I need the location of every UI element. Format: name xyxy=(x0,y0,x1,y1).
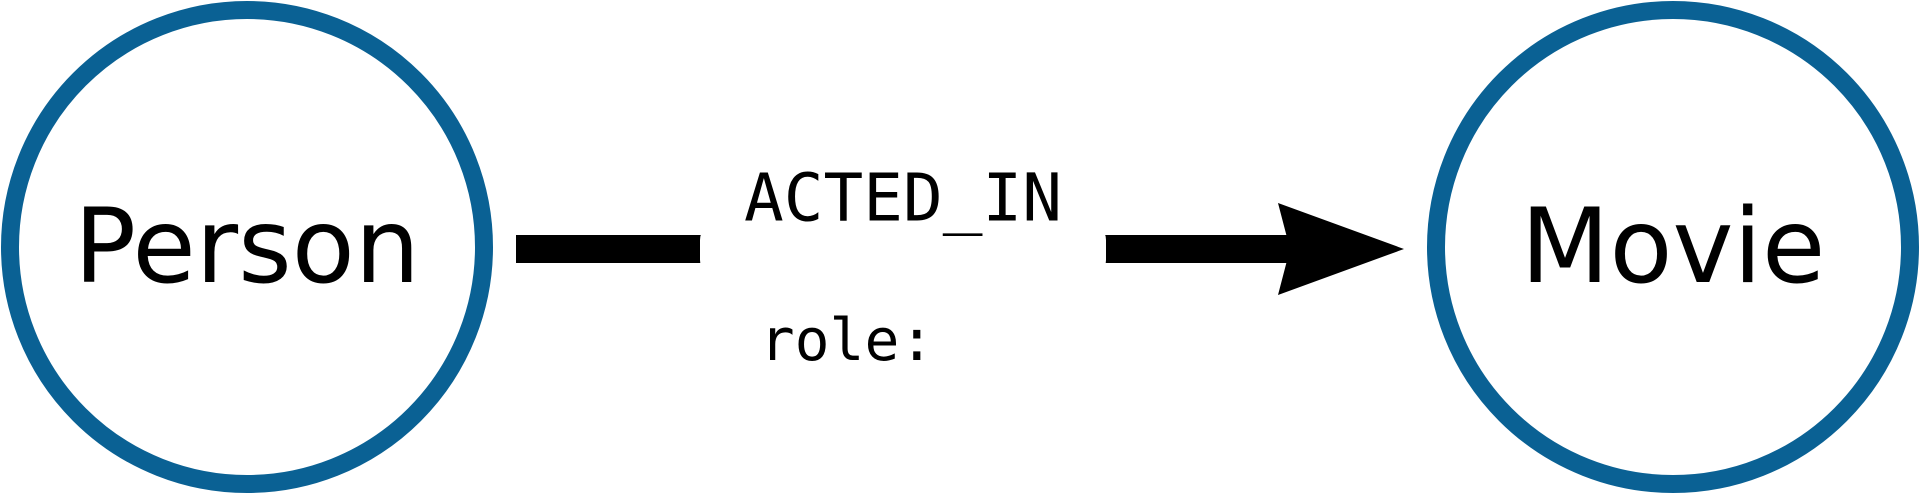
node-person-circle xyxy=(1,1,493,493)
relationship-line-left xyxy=(516,235,712,263)
node-movie-circle xyxy=(1427,1,1919,493)
relationship-line-right xyxy=(1096,235,1290,263)
node-movie-label: Movie xyxy=(1521,187,1826,307)
node-movie[interactable]: Movie xyxy=(1427,1,1919,493)
relationship-label-background xyxy=(700,222,1106,278)
node-person-label: Person xyxy=(74,187,420,307)
relationship-arrowhead xyxy=(1278,203,1404,295)
node-person[interactable]: Person xyxy=(1,1,493,493)
relationship-property-label: role: xyxy=(760,306,935,374)
relationship-type-label[interactable]: ACTED_IN xyxy=(744,160,1062,237)
